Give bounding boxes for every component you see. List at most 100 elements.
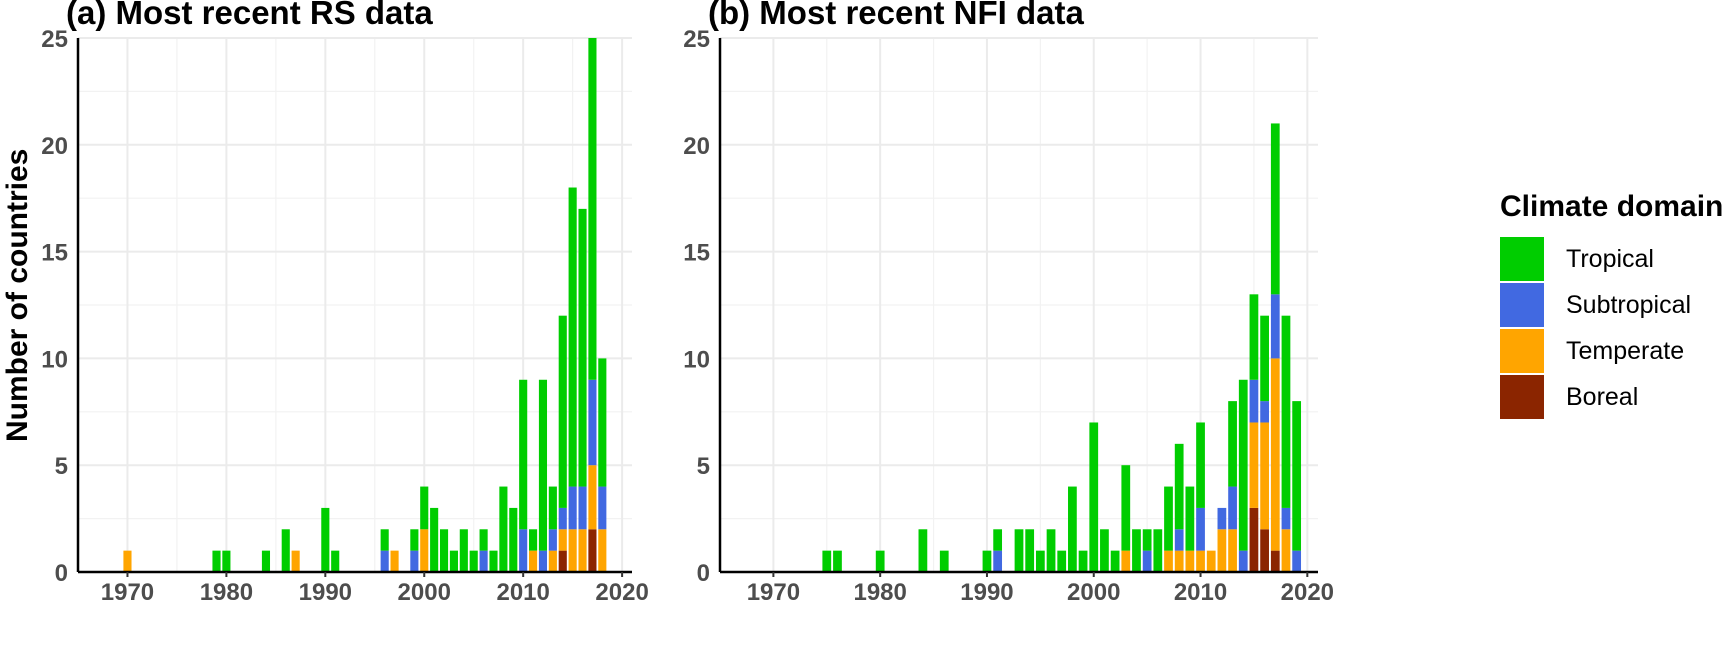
bar-segment	[598, 486, 607, 530]
bar-segment	[1206, 550, 1216, 572]
x-tick-label: 1980	[200, 579, 253, 606]
legend: Climate domain Tropical Subtropical Temp…	[1500, 190, 1723, 420]
bar-segment	[331, 550, 340, 572]
bar-segment	[1142, 529, 1152, 551]
panel-a-plot: 0 5 10 15 20 25 1970 1980 1990 2000 2010 2020	[41, 26, 649, 606]
bar-segment	[578, 486, 587, 530]
legend-label: Subtropical	[1566, 290, 1692, 319]
temperate-swatch-icon	[1500, 329, 1544, 373]
bar-segment	[1035, 550, 1045, 572]
y-tick-label: 15	[41, 240, 68, 267]
bar-segment	[1281, 315, 1291, 508]
bar-segment	[918, 529, 928, 572]
bar-segment	[1153, 529, 1163, 572]
bar-segment	[1014, 529, 1024, 572]
bar-segment	[1164, 486, 1173, 551]
bar-segment	[568, 187, 577, 487]
y-tick-label: 0	[55, 560, 68, 587]
panel-a-title: (a) Most recent RS data	[66, 0, 433, 31]
bar-segment	[568, 529, 577, 572]
y-tick-label: 25	[41, 26, 68, 53]
legend-label: Tropical	[1566, 244, 1654, 273]
bar-segment	[222, 550, 231, 572]
bar-segment	[321, 507, 330, 572]
bar-segment	[1025, 529, 1035, 572]
bar-segment	[1260, 315, 1269, 402]
bar-segment	[479, 550, 488, 572]
bar-segment	[1196, 507, 1205, 551]
bar-segment	[410, 529, 419, 551]
bar-segment	[875, 550, 885, 572]
y-tick-label: 15	[683, 240, 710, 267]
bar-segment	[598, 358, 607, 487]
tropical-swatch-icon	[1500, 237, 1544, 281]
bar-segment	[558, 529, 567, 551]
legend-item-subtropical: Subtropical	[1500, 282, 1723, 328]
bar-segment	[538, 379, 548, 551]
x-tick-label: 2010	[1174, 579, 1227, 606]
bar-segment	[939, 550, 949, 572]
bar-segment	[1228, 486, 1237, 530]
bar-segment	[588, 529, 597, 572]
bar-segment	[578, 529, 587, 572]
bar-segment	[380, 550, 389, 572]
bar-segment	[390, 550, 399, 572]
bar-segment	[1196, 422, 1205, 508]
bar-segment	[822, 550, 832, 572]
bar-segment	[469, 550, 478, 572]
x-tick-label: 2000	[398, 579, 451, 606]
y-tick-label: 20	[41, 133, 68, 160]
bar-segment	[1174, 550, 1184, 572]
bar-segment	[833, 550, 842, 572]
bar-segment	[1185, 550, 1195, 572]
x-tick-label: 1990	[299, 579, 352, 606]
bar-segment	[538, 550, 548, 572]
bar-segment	[1100, 529, 1109, 572]
legend-label: Boreal	[1566, 382, 1639, 411]
bar-segment	[439, 529, 449, 572]
bar-segment	[123, 550, 132, 572]
legend-item-boreal: Boreal	[1500, 374, 1723, 420]
bar-segment	[459, 529, 468, 572]
bar-segment	[1260, 529, 1269, 572]
bar-segment	[1142, 550, 1152, 572]
bar-segment	[1174, 443, 1184, 530]
bar-segment	[1292, 550, 1302, 572]
bar-segment	[588, 465, 597, 530]
bar-segment	[499, 486, 508, 572]
bar-segment	[420, 529, 429, 572]
bar-segment	[1270, 294, 1280, 359]
bar-segment	[1132, 529, 1141, 572]
bar-segment	[1121, 465, 1131, 551]
bar-segment	[1164, 550, 1173, 572]
y-tick-label: 10	[683, 346, 710, 373]
bar-segment	[529, 529, 538, 551]
bar-segment	[558, 315, 567, 508]
bar-segment	[1249, 379, 1259, 423]
bar-segment	[1270, 123, 1280, 295]
bar-segment	[598, 529, 607, 572]
y-tick-label: 5	[697, 453, 710, 480]
x-tick-label: 1990	[960, 579, 1013, 606]
bar-segment	[1110, 550, 1120, 572]
bar-segment	[509, 507, 518, 572]
bar-segment	[1281, 529, 1291, 572]
bar-segment	[212, 550, 221, 572]
y-tick-label: 5	[55, 453, 68, 480]
boreal-swatch-icon	[1500, 375, 1544, 419]
bar-segment	[261, 550, 271, 572]
x-tick-label: 1980	[853, 579, 906, 606]
bar-segment	[1228, 529, 1237, 572]
bar-segment	[1174, 529, 1184, 551]
legend-item-tropical: Tropical	[1500, 236, 1723, 282]
bar-segment	[449, 550, 458, 572]
x-tick-label: 2010	[496, 579, 549, 606]
bar-segment	[1249, 422, 1259, 508]
bar-segment	[1185, 486, 1195, 551]
bar-segment	[558, 507, 567, 530]
bar-segment	[519, 529, 528, 572]
bar-segment	[380, 529, 389, 551]
x-tick-label: 1970	[101, 579, 154, 606]
x-tick-label: 2020	[595, 579, 648, 606]
